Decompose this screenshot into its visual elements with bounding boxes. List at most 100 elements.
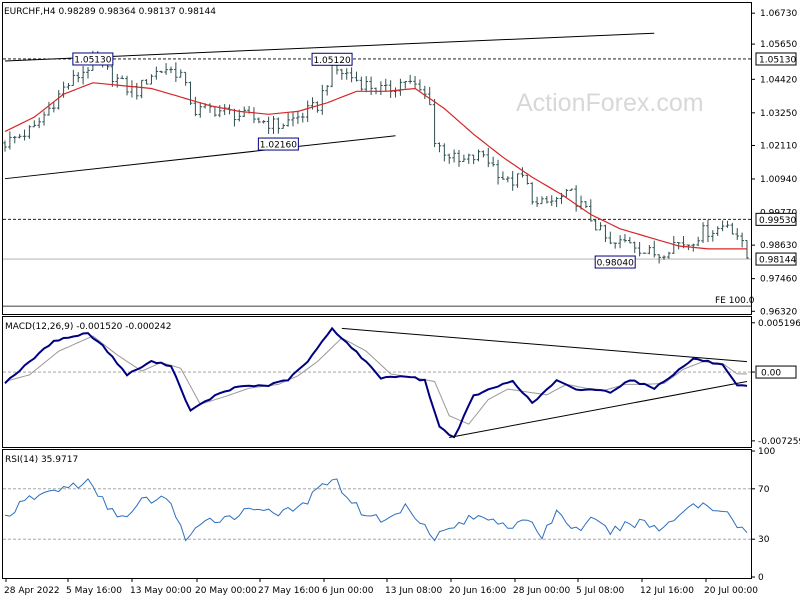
price-annotation-label: 1.05130 xyxy=(74,55,111,65)
level-value-label: 1.05130 xyxy=(759,55,796,65)
price-tick-label: 1.05650 xyxy=(760,40,797,50)
price-bar xyxy=(296,110,300,124)
price-bar xyxy=(540,196,544,205)
level-value-label: 0.98144 xyxy=(759,256,796,266)
macd-tick-label: 0.005196 xyxy=(758,319,800,329)
price-bar xyxy=(183,71,188,86)
price-annotation-box xyxy=(257,137,299,151)
price-bar xyxy=(408,74,412,84)
macd-trendline xyxy=(449,381,748,438)
price-bar xyxy=(471,154,476,165)
price-bar xyxy=(423,85,427,100)
price-bar xyxy=(515,173,520,188)
price-bar xyxy=(437,142,442,153)
price-bar xyxy=(266,116,271,134)
price-tick-label: 1.06730 xyxy=(760,9,797,19)
price-bar xyxy=(506,176,510,183)
price-bar xyxy=(276,117,281,134)
price-bar xyxy=(139,79,144,99)
price-bar xyxy=(354,71,359,82)
price-bar xyxy=(71,69,76,86)
rsi-tick-label: 0 xyxy=(758,573,764,583)
price-bar xyxy=(281,123,286,129)
price-annotation-box xyxy=(311,52,353,66)
price-annotation-label: 1.05120 xyxy=(313,56,350,66)
price-bar xyxy=(398,78,403,96)
price-bar xyxy=(17,133,22,139)
price-bar xyxy=(632,241,637,253)
price-panel-frame xyxy=(2,2,752,315)
price-bar xyxy=(466,153,471,164)
x-tick-label: 28 Apr 2022 xyxy=(4,586,60,596)
price-bar xyxy=(491,156,495,167)
price-bar xyxy=(305,100,310,122)
price-bar xyxy=(745,240,749,259)
price-bar xyxy=(271,116,276,135)
price-bar xyxy=(652,240,657,258)
x-tick-label: 13 Jun 08:00 xyxy=(385,586,442,596)
price-bar xyxy=(608,231,613,245)
price-bar xyxy=(198,102,203,118)
price-bar xyxy=(545,196,549,204)
price-bar xyxy=(623,234,627,243)
price-bar xyxy=(349,67,354,83)
price-bar xyxy=(47,101,51,116)
price-bar xyxy=(637,241,642,257)
price-bar xyxy=(149,74,154,85)
price-tick-label: 1.04420 xyxy=(760,75,797,85)
price-bar xyxy=(257,117,261,124)
price-bar xyxy=(120,75,124,80)
price-bar xyxy=(27,125,32,139)
rsi-tick-label: 70 xyxy=(758,485,770,495)
macd-value-label: 0.00 xyxy=(761,369,781,379)
price-bar xyxy=(667,251,671,259)
price-bar xyxy=(720,220,725,232)
price-bar xyxy=(22,129,27,141)
price-bar xyxy=(618,235,622,249)
price-bar xyxy=(588,199,593,222)
x-tick-label: 20 May 00:00 xyxy=(195,586,257,596)
price-bar xyxy=(291,112,295,127)
price-bar xyxy=(696,236,700,247)
price-bar xyxy=(56,90,61,110)
price-bar xyxy=(462,154,466,162)
rsi-tick-label: 30 xyxy=(758,535,770,545)
price-tick-label: 1.03250 xyxy=(760,109,797,119)
price-bar xyxy=(530,182,535,205)
price-bar xyxy=(535,196,539,207)
price-bar xyxy=(86,67,90,79)
price-bar xyxy=(496,159,500,185)
x-tick-label: 13 May 00:00 xyxy=(130,586,192,596)
price-bar xyxy=(359,76,364,91)
price-bar xyxy=(169,66,173,74)
macd-panel-frame xyxy=(2,316,752,448)
price-bar xyxy=(261,120,266,124)
price-bar xyxy=(52,101,56,113)
price-bar xyxy=(520,167,525,178)
level-value-label: 0.99530 xyxy=(759,216,796,226)
rsi-line xyxy=(4,478,748,542)
x-tick-label: 6 Jun 00:00 xyxy=(322,586,374,596)
price-annotation-label: 0.98040 xyxy=(597,259,634,269)
price-bar xyxy=(37,117,41,129)
price-bar xyxy=(178,69,183,78)
x-tick-label: 5 Jul 08:00 xyxy=(576,586,625,596)
price-bar xyxy=(598,222,603,231)
price-bar xyxy=(418,79,422,91)
moving-average-line xyxy=(4,82,747,250)
price-tick-label: 0.96320 xyxy=(760,307,797,317)
x-tick-label: 27 May 16:00 xyxy=(258,586,320,596)
price-annotation-box xyxy=(72,52,114,66)
price-bar xyxy=(315,101,320,113)
price-bar xyxy=(457,149,461,167)
price-bar xyxy=(369,76,373,96)
price-bar xyxy=(730,222,735,235)
price-bar xyxy=(12,135,17,144)
price-bar xyxy=(593,218,598,231)
price-bar xyxy=(510,171,515,191)
price-bar xyxy=(613,242,617,249)
macd-panel-title: MACD(12,26,9) -0.001520 -0.000242 xyxy=(5,322,171,332)
price-bar xyxy=(569,188,574,191)
price-bar xyxy=(725,220,730,228)
price-bar xyxy=(66,83,71,90)
